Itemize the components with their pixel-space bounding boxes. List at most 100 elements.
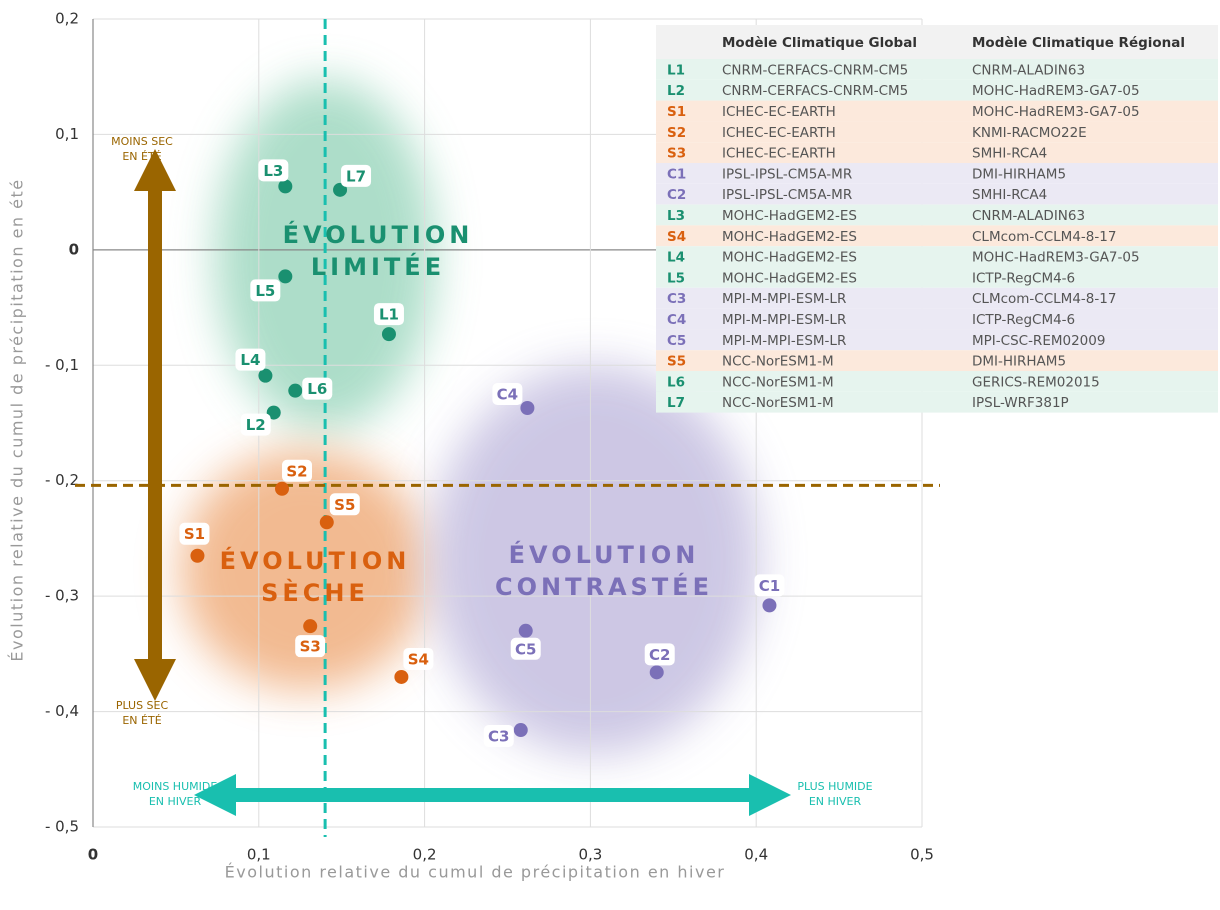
y-tick-label: 0,2 (55, 10, 79, 28)
point-label: C5 (515, 640, 536, 658)
legend-table: Modèle Climatique Global Modèle Climatiqu… (656, 25, 1218, 413)
arrow-label: MOINS SEC (111, 135, 173, 148)
point (278, 179, 293, 194)
point (394, 669, 409, 684)
table-header: Modèle Climatique Régional (972, 35, 1185, 51)
table-header: Modèle Climatique Global (722, 35, 917, 51)
table-row-bg (656, 79, 1218, 101)
table-code: L2 (667, 83, 685, 99)
point (333, 182, 348, 197)
table-row-bg (656, 308, 1218, 330)
table-row-bg (656, 204, 1218, 226)
table-cell: MOHC-HadGEM2-ES (722, 250, 857, 266)
table-cell: MOHC-HadREM3-GA7-05 (972, 250, 1140, 266)
x-tick-label: 0,5 (910, 846, 934, 864)
table-header-bg (656, 25, 1218, 59)
table-row-bg (656, 121, 1218, 143)
table-code: L4 (667, 250, 685, 266)
point-label: S2 (286, 462, 307, 480)
point (275, 481, 290, 496)
table-row-bg (656, 371, 1218, 392)
table-code: L7 (667, 395, 685, 411)
y-tick-label: - 0,1 (45, 356, 79, 374)
point-label: C1 (759, 577, 780, 595)
point-label-box (295, 635, 326, 658)
table-code: S4 (667, 229, 686, 245)
table-cell: MOHC-HadGEM2-ES (722, 270, 857, 286)
table-row-bg (656, 183, 1218, 205)
point-label-box (403, 647, 434, 670)
table-row-bg (656, 391, 1218, 413)
point-label-box (492, 382, 523, 405)
arrow-label: EN HIVER (149, 795, 202, 808)
table-cell: CNRM-CERFACS-CNRM-CM5 (722, 83, 908, 99)
table-cell: IPSL-IPSL-CM5A-MR (722, 187, 852, 203)
table-cell: CNRM-ALADIN63 (972, 62, 1085, 78)
table-cell: MPI-M-MPI-ESM-LR (722, 312, 846, 328)
point-label: C3 (488, 728, 509, 746)
table-cell: MPI-M-MPI-ESM-LR (722, 333, 846, 349)
point-label-box (235, 348, 266, 371)
table-row-bg (656, 329, 1218, 351)
y-tick-label: - 0,3 (45, 587, 79, 605)
arrow-label: MOINS HUMIDE (133, 780, 218, 793)
x-tick-label: 0,1 (247, 846, 271, 864)
region-label: ÉVOLUTION (283, 220, 474, 249)
point (762, 598, 777, 613)
table-cell: ICHEC-EC-EARTH (722, 125, 836, 141)
point-label-box (373, 303, 404, 326)
point (303, 619, 318, 634)
table-row-bg (656, 100, 1218, 122)
point (266, 405, 281, 420)
point-label: L5 (255, 282, 275, 300)
point-label: S4 (408, 650, 429, 668)
table-code: S5 (667, 354, 686, 370)
point-label-box (282, 459, 313, 482)
y-axis-title: Évolution relative du cumul de précipita… (8, 178, 27, 661)
arrow-label: EN ÉTÉ (122, 714, 161, 727)
table-cell: DMI-HIRHAM5 (972, 354, 1066, 370)
table-cell: MOHC-HadGEM2-ES (722, 208, 857, 224)
point (258, 368, 273, 383)
x-tick-label: 0,2 (413, 846, 437, 864)
table-row-bg (656, 246, 1218, 267)
point-label-box (179, 522, 210, 545)
region-label: SÈCHE (261, 578, 369, 607)
point-label-box (258, 159, 289, 182)
point-label: S5 (334, 496, 355, 514)
table-cell: NCC-NorESM1-M (722, 395, 834, 411)
table-row-bg (656, 225, 1218, 247)
table-cell: ICTP-RegCM4-6 (972, 312, 1075, 328)
table-code: C2 (667, 187, 686, 203)
y-tick-label: - 0,5 (45, 818, 79, 836)
table-code: L3 (667, 208, 685, 224)
table-cell: GERICS-REM02015 (972, 374, 1100, 390)
table-code: C3 (667, 291, 686, 307)
point (518, 623, 533, 638)
point (513, 723, 528, 738)
plot: ÉVOLUTION LIMITÉE ÉVOLUTION SÈCHE ÉVOLUTION C… (111, 135, 873, 808)
table-cell: SMHI-RCA4 (972, 187, 1047, 203)
point-label: C2 (649, 646, 670, 664)
point-label-box (240, 413, 271, 436)
point-label-box (302, 377, 333, 400)
y-tick-label: - 0,4 (45, 702, 79, 720)
table-cell: MOHC-HadREM3-GA7-05 (972, 104, 1140, 120)
point (649, 665, 664, 680)
point-label-box (510, 637, 541, 660)
table-code: S1 (667, 104, 686, 120)
table-cell: CNRM-CERFACS-CNRM-CM5 (722, 62, 908, 78)
point (288, 383, 303, 398)
y-tick-label: - 0,2 (45, 471, 79, 489)
point-label-box (483, 725, 514, 748)
point-label: L6 (307, 380, 327, 398)
table-cell: ICHEC-EC-EARTH (722, 146, 836, 162)
point (319, 515, 334, 530)
table-code: C5 (667, 333, 686, 349)
table-row-bg (656, 163, 1218, 184)
x-tick-label: 0 (88, 846, 98, 864)
point-label-box (341, 164, 372, 187)
table-cell: CLMcom-CCLM4-8-17 (972, 291, 1116, 307)
